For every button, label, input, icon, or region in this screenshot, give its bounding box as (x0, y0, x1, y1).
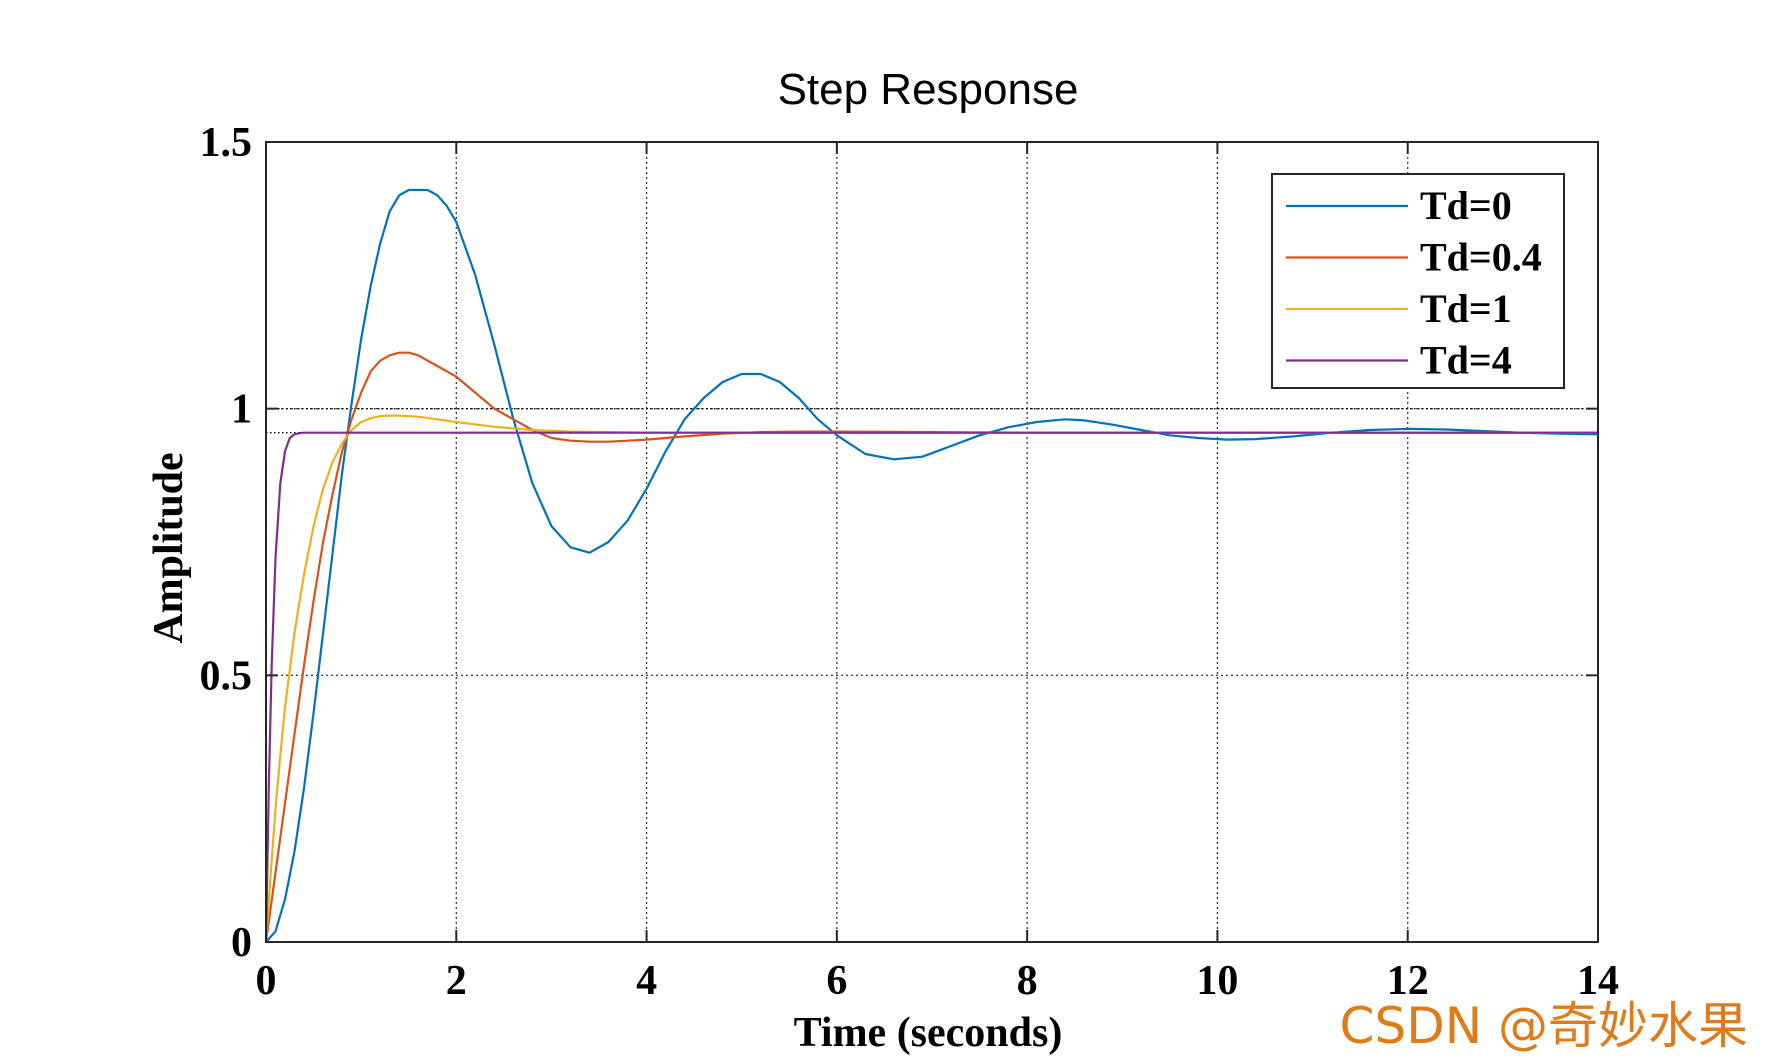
y-tick-label: 1 (231, 387, 252, 433)
x-tick-label: 14 (1577, 958, 1619, 1004)
grid-lines (266, 142, 1598, 942)
legend-items: Td=0 Td=0.4 Td=1 Td=4 (1286, 183, 1542, 383)
watermark-text: CSDN @奇妙水果 (1340, 997, 1748, 1055)
chart-title: Step Response (778, 65, 1079, 114)
y-tick-label: 0 (231, 920, 252, 966)
legend-box (1271, 173, 1565, 389)
x-tick-label: 10 (1196, 958, 1238, 1004)
y-tick-label: 0.5 (200, 653, 253, 699)
legend-label: Td=1 (1420, 286, 1512, 331)
legend-label: Td=0.4 (1420, 235, 1542, 280)
series-line-td-4 (264, 431, 1598, 943)
x-tick-label: 6 (826, 958, 847, 1004)
series-line-td-0 (265, 188, 1599, 943)
y-axis-label: Amplitude (146, 452, 192, 643)
legend-label: Td=4 (1420, 338, 1512, 383)
data-series (264, 188, 1599, 943)
x-tick-label: 4 (636, 958, 657, 1004)
x-tick-label: 2 (446, 958, 467, 1004)
x-axis-label: Time (seconds) (794, 1010, 1063, 1056)
x-tick-label: 0 (256, 958, 277, 1004)
y-tick-label: 1.5 (200, 120, 253, 166)
legend-label: Td=0 (1420, 183, 1512, 228)
x-tick-label: 8 (1017, 958, 1038, 1004)
x-tick-labels: 0 2 4 6 8 10 12 14 (256, 958, 1620, 1004)
axis-ticks (265, 141, 1599, 943)
x-tick-label: 12 (1387, 958, 1429, 1004)
plot-area-frame (265, 141, 1599, 943)
legend: Td=0 Td=0.4 Td=1 Td=4 (1271, 173, 1565, 389)
y-tick-labels: 0 0.5 1 1.5 (200, 120, 253, 966)
